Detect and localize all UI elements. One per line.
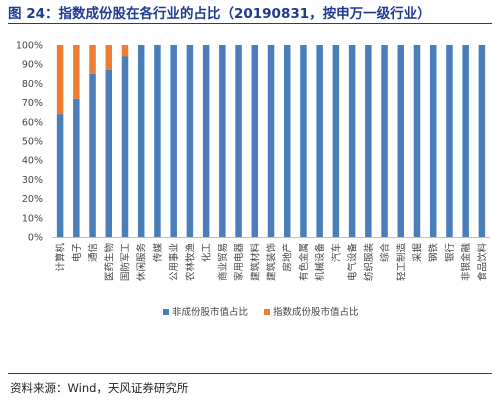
bars xyxy=(56,45,486,238)
bar-segment-non-constituent xyxy=(235,45,242,237)
bar-segment-non-constituent xyxy=(186,45,194,237)
y-tick-label: 0% xyxy=(28,233,43,244)
bar-segment-non-constituent xyxy=(137,45,145,237)
legend: 非成份股市值占比 指数成份股市值占比 xyxy=(163,306,359,318)
chart-title: 图 24：指数成份股在各行业的占比（20190831，按申万一级行业） xyxy=(8,6,431,22)
y-tick-label: 10% xyxy=(22,213,43,224)
x-tick-label: 建筑材料 xyxy=(249,243,261,282)
x-tick-label: 建筑装饰 xyxy=(266,243,278,281)
bar-segment-non-constituent xyxy=(332,45,340,237)
bar-segment-non-constituent xyxy=(413,45,421,237)
bar-segment-non-constituent xyxy=(267,45,275,237)
x-tick-label: 采掘 xyxy=(412,243,424,262)
x-tick-label: 传媒 xyxy=(152,243,164,263)
x-tick-label: 家用电器 xyxy=(233,243,245,282)
y-tick-label: 80% xyxy=(22,79,43,90)
y-axis: 0% 10% 20% 30% 40% 50% 60% 70% 80% 90% 100% xyxy=(16,41,43,244)
x-tick-label: 纺织服装 xyxy=(363,243,375,282)
x-tick-label: 休闲服务 xyxy=(136,243,148,282)
bar-segment-non-constituent xyxy=(89,73,96,237)
x-tick-label: 医药生物 xyxy=(103,243,115,282)
bar-segment-non-constituent xyxy=(316,45,323,237)
x-tick-label: 农林牧渔 xyxy=(184,243,196,282)
y-tick-label: 20% xyxy=(22,194,43,205)
bar-segment-non-constituent xyxy=(121,56,129,237)
y-tick-label: 100% xyxy=(16,41,43,52)
x-tick-label: 食品饮料 xyxy=(476,243,488,282)
source-note: 资料来源：Wind，天风证券研究所 xyxy=(10,381,189,395)
x-tick-label: 有色金属 xyxy=(298,243,310,281)
y-tick-label: 30% xyxy=(22,175,43,186)
legend-swatch xyxy=(264,309,270,315)
x-tick-label: 通信 xyxy=(87,243,99,262)
title-divider xyxy=(8,23,492,24)
bar-segment-non-constituent xyxy=(397,45,405,237)
bar-segment-constituent xyxy=(89,45,96,74)
bar-segment-non-constituent xyxy=(202,45,210,237)
legend-label: 非成份股市值占比 xyxy=(172,306,248,318)
y-tick-label: 40% xyxy=(22,156,43,167)
bar-segment-non-constituent xyxy=(170,45,177,237)
legend-swatch xyxy=(163,309,169,315)
bar-segment-non-constituent xyxy=(462,45,469,237)
bar-segment-non-constituent xyxy=(365,45,372,237)
bar-segment-non-constituent xyxy=(105,69,113,238)
bar-segment-non-constituent xyxy=(219,45,226,237)
x-tick-label: 商业贸易 xyxy=(217,243,229,281)
x-tick-label: 化工 xyxy=(201,243,213,263)
x-tick-label: 国防军工 xyxy=(120,243,132,282)
bar-segment-non-constituent xyxy=(154,45,161,237)
bar-segment-non-constituent xyxy=(478,45,486,237)
bar-segment-non-constituent xyxy=(56,114,64,237)
bar-segment-non-constituent xyxy=(429,45,437,237)
bar-segment-constituent xyxy=(73,45,80,99)
x-tick-label: 机械设备 xyxy=(314,243,326,282)
x-tick-label: 非银金融 xyxy=(460,243,472,282)
bar-segment-non-constituent xyxy=(251,45,259,237)
bar-segment-constituent xyxy=(121,45,129,57)
bar-segment-non-constituent xyxy=(348,45,356,237)
x-tick-label: 银行 xyxy=(444,243,456,263)
x-tick-label: 钢铁 xyxy=(428,243,440,263)
x-tick-label: 轻工制造 xyxy=(395,243,407,282)
x-tick-label: 公用事业 xyxy=(168,243,180,281)
x-tick-label: 电气设备 xyxy=(347,243,359,282)
x-tick-label: 房地产 xyxy=(282,243,294,272)
x-tick-label: 计算机 xyxy=(55,243,67,272)
x-tick-label: 汽车 xyxy=(330,243,342,262)
y-tick-label: 60% xyxy=(22,117,43,128)
bar-segment-non-constituent xyxy=(381,45,388,237)
bar-segment-constituent xyxy=(105,45,113,70)
y-tick-label: 50% xyxy=(22,137,43,148)
bar-segment-non-constituent xyxy=(283,45,291,237)
bar-segment-non-constituent xyxy=(300,45,307,237)
bar-segment-non-constituent xyxy=(73,98,80,237)
bar-segment-non-constituent xyxy=(446,45,453,237)
source-divider xyxy=(8,373,492,374)
x-tick-label: 电子 xyxy=(71,243,83,263)
legend-label: 指数成份股市值占比 xyxy=(273,306,359,318)
bar-segment-constituent xyxy=(56,45,64,115)
x-tick-label: 综合 xyxy=(379,243,391,263)
x-axis: 计算机 电子 通信 医药生物 国防军工 休闲服务 传媒 公用事业 农林牧渔 化工 商业贸易 家用电器建… xyxy=(52,237,490,282)
y-tick-label: 90% xyxy=(22,60,43,71)
y-tick-label: 70% xyxy=(22,98,43,109)
